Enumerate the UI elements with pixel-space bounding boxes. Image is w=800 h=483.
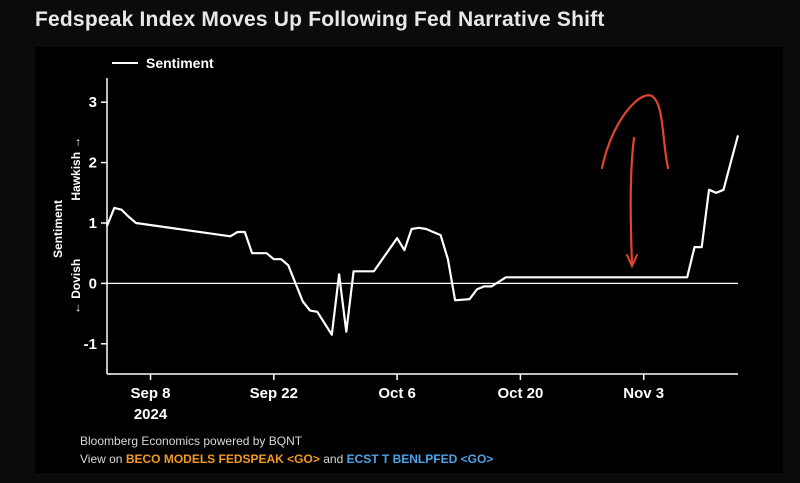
- footer-joiner: and: [323, 452, 344, 466]
- y-label-dovish: ← Dovish: [69, 259, 83, 314]
- legend: Sentiment: [112, 55, 214, 71]
- footer-view-prefix: View on: [80, 452, 123, 466]
- y-label-sentiment: Sentiment: [51, 200, 65, 258]
- x-tick-label: Sep 22: [250, 385, 298, 402]
- y-tick-label: 1: [89, 215, 97, 232]
- legend-label-sentiment: Sentiment: [146, 55, 214, 71]
- footer-source: Bloomberg Economics powered by BQNT: [80, 434, 303, 448]
- y-tick-label: 3: [89, 94, 97, 111]
- chart-title: Fedspeak Index Moves Up Following Fed Na…: [35, 8, 605, 31]
- axes-group: -1 0 1 2 3 Sep 8 2024 Sep 22 Oct 6 Oct 20 Nov 3 Sen…: [51, 78, 738, 423]
- series-group: [105, 135, 740, 336]
- annotation-arrow-head: [626, 254, 638, 269]
- y-tick-label: -1: [84, 336, 97, 353]
- x-tick-label: Nov 3: [623, 385, 664, 402]
- y-label-hawkish: Hawkish →: [69, 137, 83, 201]
- y-tick-label: 2: [89, 155, 97, 172]
- legend-swatch-sentiment: [112, 62, 138, 64]
- x-tick-sublabel: 2024: [134, 406, 168, 423]
- x-tick-label: Oct 20: [497, 385, 543, 402]
- x-tick-label: Oct 6: [378, 385, 416, 402]
- y-tick-label: 0: [89, 275, 97, 292]
- footer-view: View on BECO MODELS FEDSPEAK <GO> and EC…: [80, 452, 493, 466]
- annotation-arc: [600, 94, 670, 170]
- series-line-sentiment: [105, 135, 740, 336]
- footer-cmd-benlpfed[interactable]: ECST T BENLPFED <GO>: [346, 452, 494, 466]
- annotation-arrow-shaft: [629, 136, 636, 266]
- x-tick-label: Sep 8: [131, 385, 171, 402]
- annotation-group: [600, 94, 670, 269]
- chart-panel: [35, 47, 783, 473]
- footer-cmd-fedspeak[interactable]: BECO MODELS FEDSPEAK <GO>: [125, 452, 320, 466]
